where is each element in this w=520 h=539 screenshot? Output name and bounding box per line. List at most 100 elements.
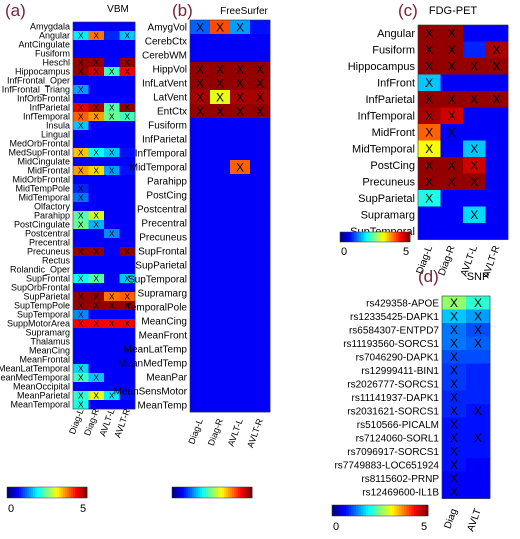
- heatmap-cell: [210, 384, 231, 399]
- heatmap-cell: [119, 319, 136, 329]
- heatmap-cell: [104, 247, 120, 257]
- heatmap-cell: [88, 166, 105, 176]
- significance-mark: X: [109, 112, 115, 122]
- heatmap-cell: [88, 364, 105, 374]
- significance-mark: X: [450, 310, 458, 324]
- heatmap-cell: [466, 350, 491, 364]
- heatmap-cell: [88, 175, 105, 185]
- heatmap-cell: [104, 67, 120, 77]
- heatmap-cell: [190, 76, 211, 91]
- heatmap-cell: [190, 146, 211, 161]
- significance-mark: X: [493, 93, 501, 107]
- heatmap-cell: [119, 364, 136, 374]
- row-label: rs8115602-PRNP: [361, 474, 439, 485]
- heatmap-cell: [119, 238, 136, 248]
- heatmap-cell: [88, 373, 105, 383]
- colorbar-segment: [17, 487, 20, 498]
- significance-mark: X: [78, 103, 84, 113]
- heatmap-cell: [190, 20, 211, 35]
- significance-mark: X: [448, 27, 456, 41]
- colorbar-segment: [346, 505, 350, 516]
- heatmap-cell: [230, 48, 251, 63]
- heatmap-cell: [418, 206, 441, 224]
- significance-mark: X: [236, 104, 244, 118]
- heatmap-cell: [190, 328, 211, 343]
- heatmap-cell: [440, 223, 464, 240]
- heatmap-cell: [230, 202, 251, 217]
- row-label: Precentral: [29, 238, 70, 248]
- heatmap-cell: [73, 184, 89, 194]
- heatmap-cell: [73, 103, 89, 113]
- significance-mark: X: [474, 296, 482, 310]
- colorbar-segment: [53, 487, 56, 498]
- row-label: InfParietal: [142, 135, 187, 146]
- row-label: Supramarg: [25, 328, 70, 338]
- significance-mark: X: [470, 159, 478, 173]
- row-label: MidOrbFrontal: [12, 175, 70, 185]
- colorbar-segment: [186, 487, 189, 498]
- row-label: InfTemporal: [23, 112, 70, 122]
- significance-mark: X: [78, 184, 84, 194]
- colorbar-segment: [85, 487, 88, 498]
- colorbar-segment: [248, 487, 251, 498]
- heatmap-cell: [210, 20, 231, 35]
- significance-mark: X: [109, 103, 115, 113]
- significance-mark: X: [474, 431, 482, 445]
- heatmap-cell: [466, 471, 491, 486]
- panel-label: (b): [172, 1, 193, 20]
- significance-mark: X: [196, 76, 204, 90]
- heatmap-cell: [418, 157, 441, 174]
- heatmap-cell: [418, 140, 441, 158]
- heatmap-cell: [210, 342, 231, 357]
- colorbar-segment: [351, 505, 354, 516]
- significance-mark: X: [216, 104, 224, 118]
- significance-mark: X: [470, 208, 478, 222]
- colorbar-segment: [406, 505, 410, 516]
- row-label: Rectus: [42, 256, 71, 266]
- significance-mark: X: [425, 126, 433, 140]
- heatmap-cell: [88, 157, 105, 167]
- heatmap-cell: [210, 104, 231, 119]
- significance-mark: X: [470, 175, 478, 189]
- significance-mark: X: [78, 121, 84, 131]
- row-label: rs7096917-SORCS1: [347, 447, 439, 458]
- heatmap-cell: [190, 398, 211, 413]
- heatmap-cell: [440, 157, 464, 174]
- heatmap-cell: [230, 328, 251, 343]
- significance-mark: X: [236, 90, 244, 104]
- colorbar-segment: [27, 487, 30, 498]
- row-label: MeanFrontal: [19, 355, 70, 365]
- heatmap-cell: [250, 286, 271, 301]
- heatmap-cell: [250, 384, 271, 399]
- heatmap-cell: [88, 49, 105, 59]
- heatmap-cell: [104, 211, 120, 221]
- colorbar-segment: [340, 232, 343, 242]
- heatmap-cell: [88, 328, 105, 338]
- colorbar-frame: [339, 231, 411, 243]
- colorbar-tick-label: 0: [341, 246, 347, 258]
- heatmap-cell: [250, 76, 271, 91]
- significance-mark: X: [236, 20, 244, 34]
- significance-mark: X: [236, 62, 244, 76]
- heatmap-cell: [88, 67, 105, 77]
- colorbar-segment: [37, 487, 40, 498]
- heatmap-cell: [119, 220, 136, 230]
- colorbar-segment: [362, 232, 365, 242]
- row-label: MeanTemp: [138, 401, 188, 412]
- colorbar-segment: [380, 505, 383, 516]
- significance-mark: X: [493, 60, 501, 74]
- heatmap-cell: [119, 292, 136, 302]
- colorbar-segment: [238, 487, 241, 498]
- row-label: Supramarg: [361, 210, 415, 222]
- significance-mark: X: [470, 142, 478, 156]
- heatmap-cell: [73, 382, 89, 392]
- heatmap-cell: [190, 258, 211, 273]
- heatmap-cell: [73, 112, 89, 122]
- significance-mark: X: [78, 31, 84, 41]
- row-label: MidFront: [372, 127, 415, 139]
- colorbar-segment: [25, 487, 28, 498]
- colorbar-segment: [7, 487, 10, 498]
- colorbar-segment: [408, 505, 412, 516]
- heatmap-cell: [119, 58, 136, 68]
- heatmap-cell: [210, 146, 231, 161]
